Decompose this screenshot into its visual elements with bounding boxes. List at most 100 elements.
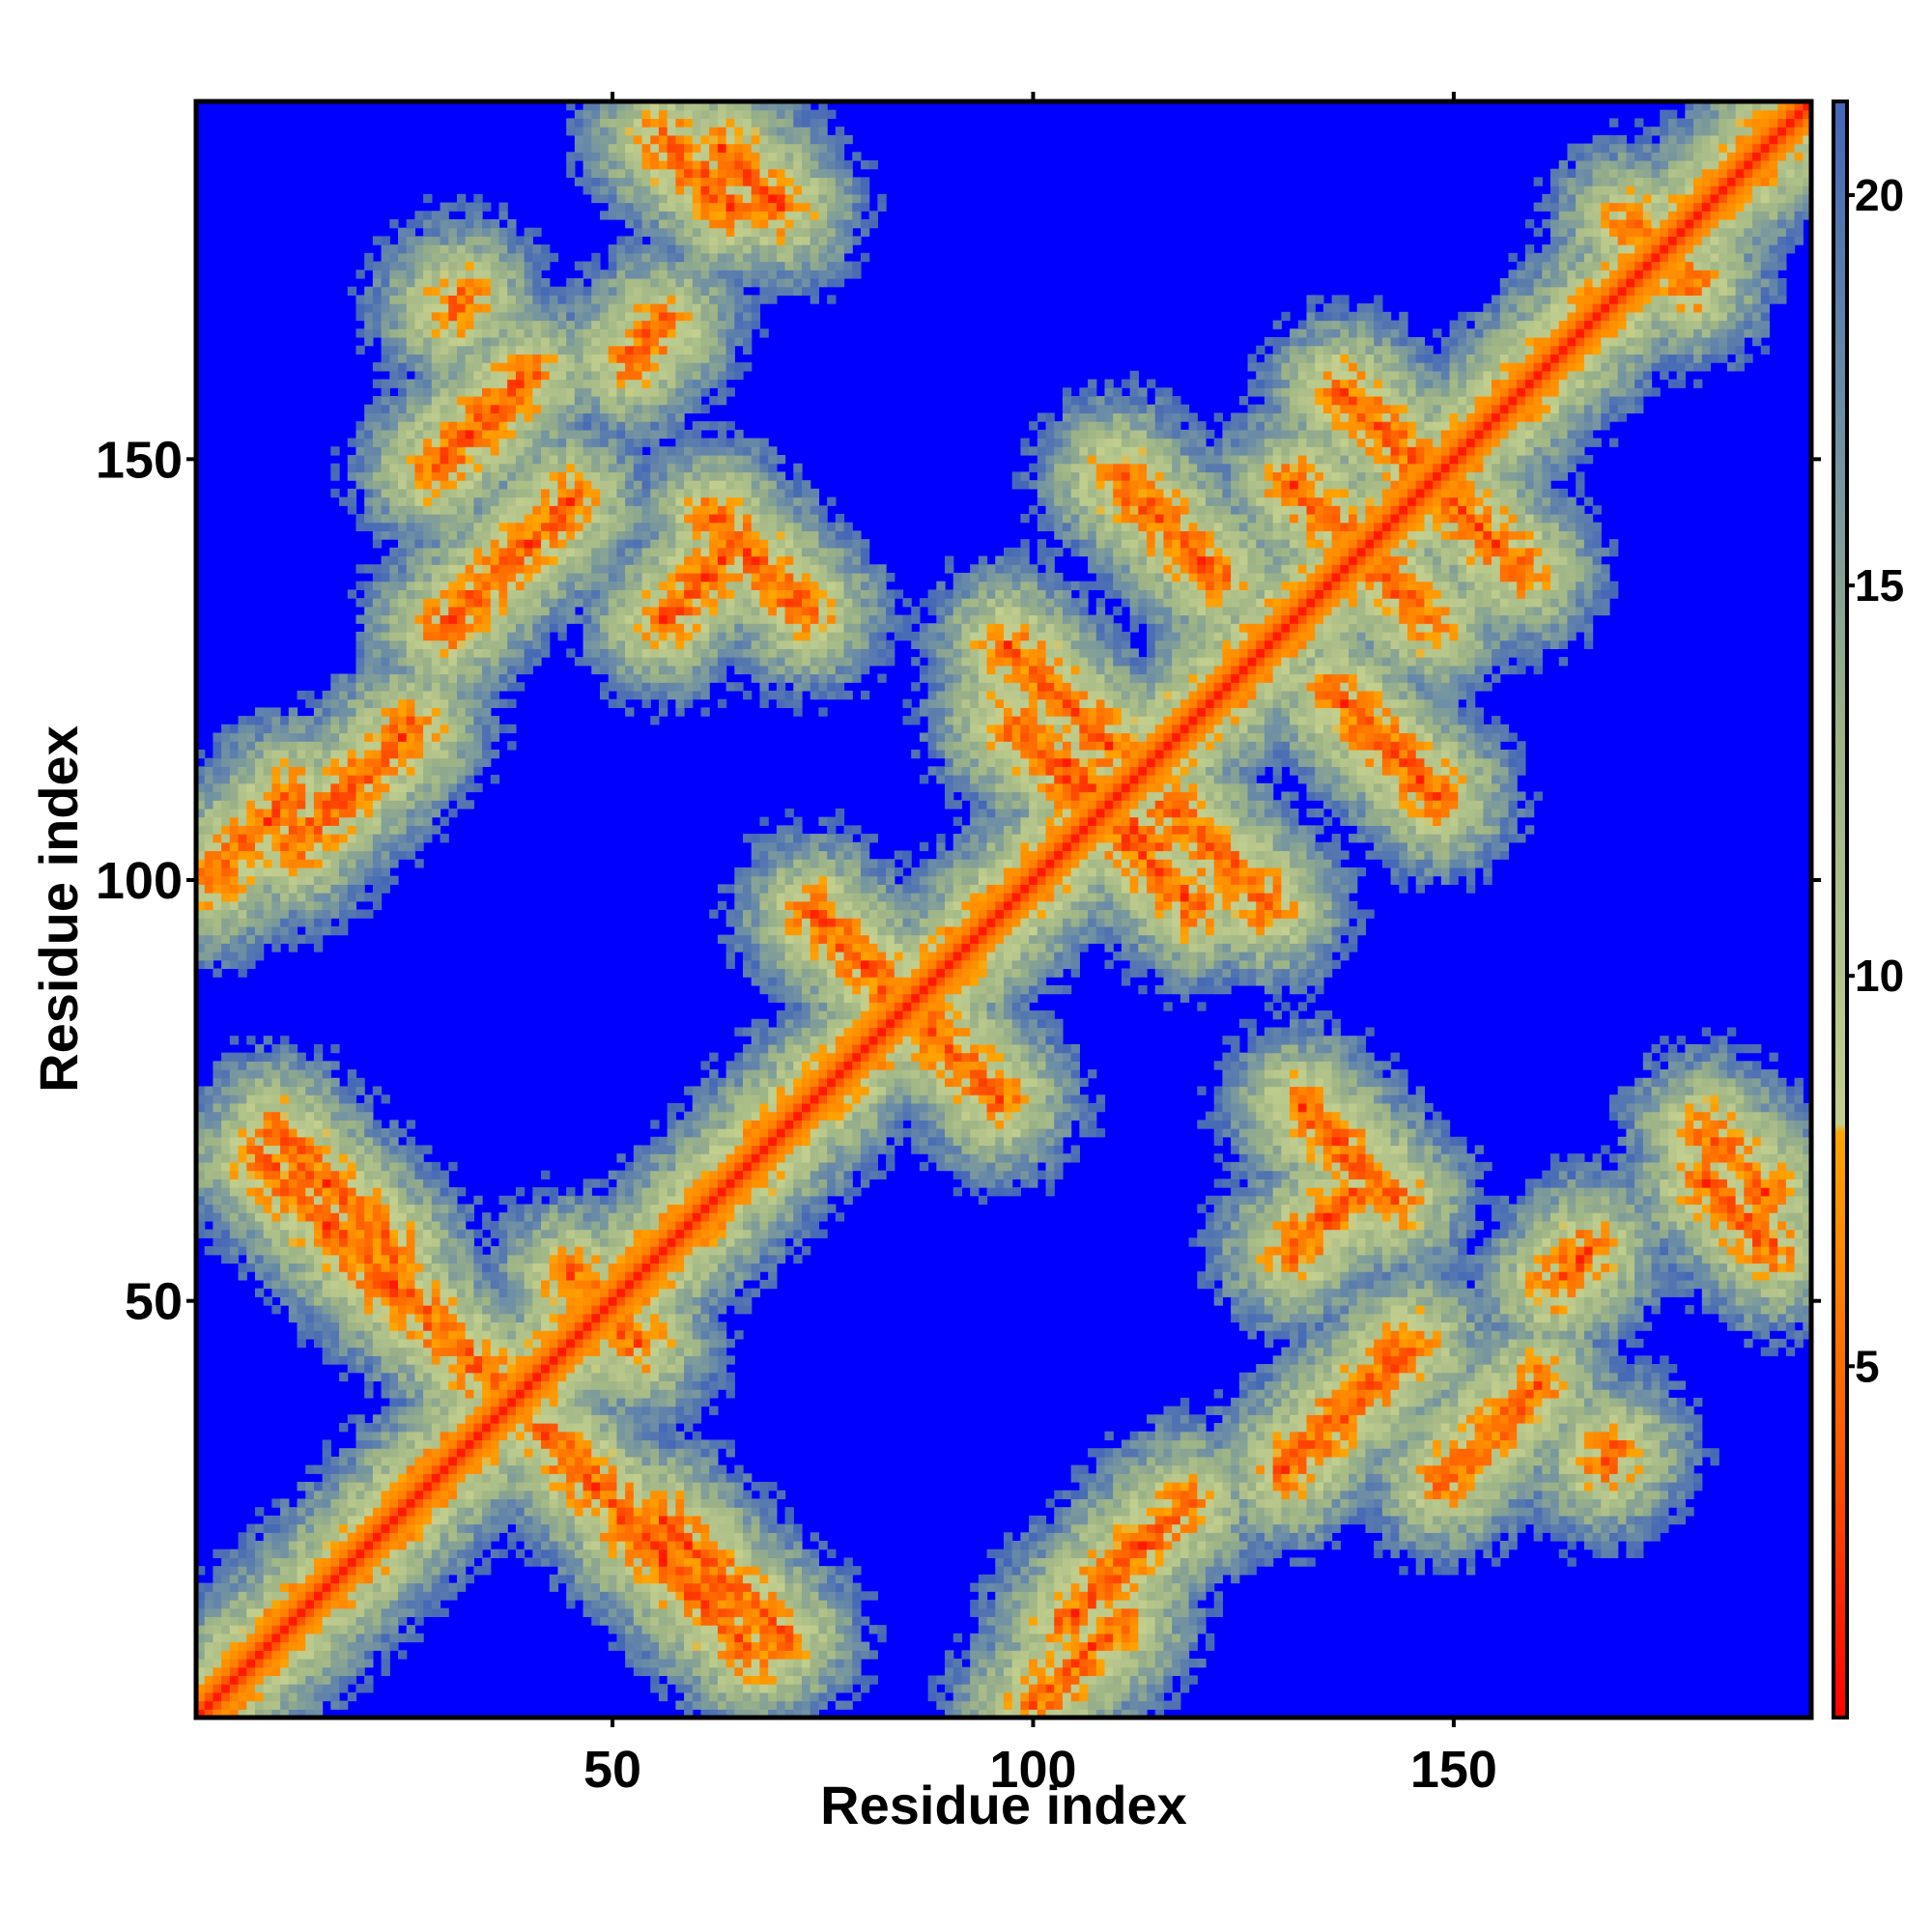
heatmap-cell bbox=[440, 1348, 449, 1356]
heatmap-cell bbox=[355, 1650, 364, 1659]
heatmap-cell bbox=[246, 1094, 255, 1103]
heatmap-cell bbox=[230, 1634, 239, 1642]
heatmap-cell bbox=[448, 523, 457, 531]
heatmap-cell bbox=[205, 817, 213, 826]
heatmap-cell bbox=[239, 783, 247, 792]
heatmap-cell bbox=[382, 648, 390, 657]
heatmap-cell bbox=[246, 1204, 255, 1212]
heatmap-cell bbox=[550, 1583, 558, 1592]
heatmap-cell bbox=[271, 842, 280, 851]
heatmap-cell bbox=[550, 421, 558, 430]
heatmap-cell bbox=[389, 1321, 398, 1330]
heatmap-cell bbox=[557, 514, 566, 523]
heatmap-cell bbox=[364, 421, 373, 430]
heatmap-cell bbox=[550, 497, 558, 506]
heatmap-cell bbox=[499, 598, 508, 607]
heatmap-cell bbox=[280, 758, 289, 767]
heatmap-cell bbox=[348, 1187, 356, 1196]
heatmap-cell bbox=[583, 1473, 592, 1482]
heatmap-cell bbox=[473, 1373, 482, 1381]
heatmap-cell bbox=[339, 783, 348, 792]
heatmap-cell bbox=[339, 1204, 348, 1212]
heatmap-cell bbox=[525, 505, 533, 514]
heatmap-cell bbox=[423, 615, 432, 624]
heatmap-cell bbox=[264, 1675, 272, 1684]
heatmap-cell bbox=[507, 446, 516, 455]
heatmap-cell bbox=[230, 1650, 239, 1659]
heatmap-cell bbox=[499, 497, 508, 506]
heatmap-cell bbox=[600, 556, 609, 565]
heatmap-cell bbox=[575, 1491, 583, 1499]
heatmap-cell bbox=[466, 203, 474, 212]
heatmap-cell bbox=[541, 1296, 550, 1305]
heatmap-cell bbox=[355, 1221, 364, 1230]
heatmap-cell bbox=[473, 1507, 482, 1516]
heatmap-cell bbox=[348, 1566, 356, 1575]
heatmap-cell bbox=[330, 1094, 339, 1103]
heatmap-cell bbox=[499, 371, 508, 380]
heatmap-cell bbox=[364, 471, 373, 480]
heatmap-cell bbox=[457, 1255, 466, 1264]
heatmap-cell bbox=[473, 1280, 482, 1289]
heatmap-cell bbox=[575, 464, 583, 472]
heatmap-cell bbox=[566, 1566, 575, 1575]
heatmap-cell bbox=[491, 1532, 499, 1541]
heatmap-cell bbox=[305, 724, 314, 733]
heatmap-cell bbox=[323, 707, 331, 716]
heatmap-cell bbox=[473, 321, 482, 329]
heatmap-cell bbox=[583, 1221, 592, 1230]
heatmap-cell bbox=[205, 825, 213, 834]
heatmap-cell bbox=[246, 1532, 255, 1541]
heatmap-cell bbox=[364, 758, 373, 767]
heatmap-cell bbox=[550, 1541, 558, 1549]
heatmap-cell bbox=[255, 935, 264, 944]
heatmap-cell bbox=[271, 1153, 280, 1162]
heatmap-cell bbox=[583, 582, 592, 590]
heatmap-cell bbox=[575, 1348, 583, 1356]
heatmap-cell bbox=[550, 321, 558, 329]
heatmap-cell bbox=[373, 834, 382, 842]
heatmap-cell bbox=[457, 1482, 466, 1491]
heatmap-cell bbox=[550, 1255, 558, 1264]
heatmap-cell bbox=[389, 598, 398, 607]
heatmap-cell bbox=[583, 380, 592, 388]
heatmap-cell bbox=[583, 1566, 592, 1575]
heatmap-cell bbox=[432, 1557, 440, 1566]
heatmap-cell bbox=[591, 1465, 600, 1474]
heatmap-cell bbox=[591, 177, 600, 185]
heatmap-cell bbox=[289, 1541, 298, 1549]
heatmap-cell bbox=[398, 556, 407, 565]
heatmap-cell bbox=[330, 716, 339, 724]
heatmap-cell bbox=[280, 1145, 289, 1153]
heatmap-cell bbox=[448, 236, 457, 244]
heatmap-cell bbox=[557, 1457, 566, 1465]
heatmap-cell bbox=[566, 648, 575, 657]
heatmap-cell bbox=[255, 1616, 264, 1625]
heatmap-cell bbox=[213, 893, 221, 901]
heatmap-cell bbox=[289, 750, 298, 758]
heatmap-cell bbox=[373, 362, 382, 371]
heatmap-cell bbox=[382, 1667, 390, 1676]
heatmap-cell bbox=[330, 1162, 339, 1171]
heatmap-cell bbox=[230, 1600, 239, 1608]
heatmap-cell bbox=[348, 1246, 356, 1255]
heatmap-cell bbox=[373, 1457, 382, 1465]
heatmap-cell bbox=[373, 303, 382, 312]
heatmap-cell bbox=[364, 1128, 373, 1137]
heatmap-cell bbox=[448, 1524, 457, 1533]
heatmap-cell bbox=[382, 1432, 390, 1440]
heatmap-cell bbox=[525, 1491, 533, 1499]
heatmap-cell bbox=[448, 682, 457, 691]
heatmap-cell bbox=[440, 582, 449, 590]
heatmap-cell bbox=[348, 1355, 356, 1364]
heatmap-cell bbox=[566, 1280, 575, 1289]
heatmap-cell bbox=[466, 295, 474, 303]
heatmap-cell bbox=[491, 354, 499, 362]
heatmap-cell bbox=[466, 523, 474, 531]
heatmap-cell bbox=[323, 1086, 331, 1094]
heatmap-cell bbox=[314, 1263, 323, 1271]
heatmap-cell bbox=[373, 523, 382, 531]
heatmap-cell bbox=[423, 464, 432, 472]
heatmap-cell bbox=[348, 1230, 356, 1238]
heatmap-cell bbox=[389, 287, 398, 296]
